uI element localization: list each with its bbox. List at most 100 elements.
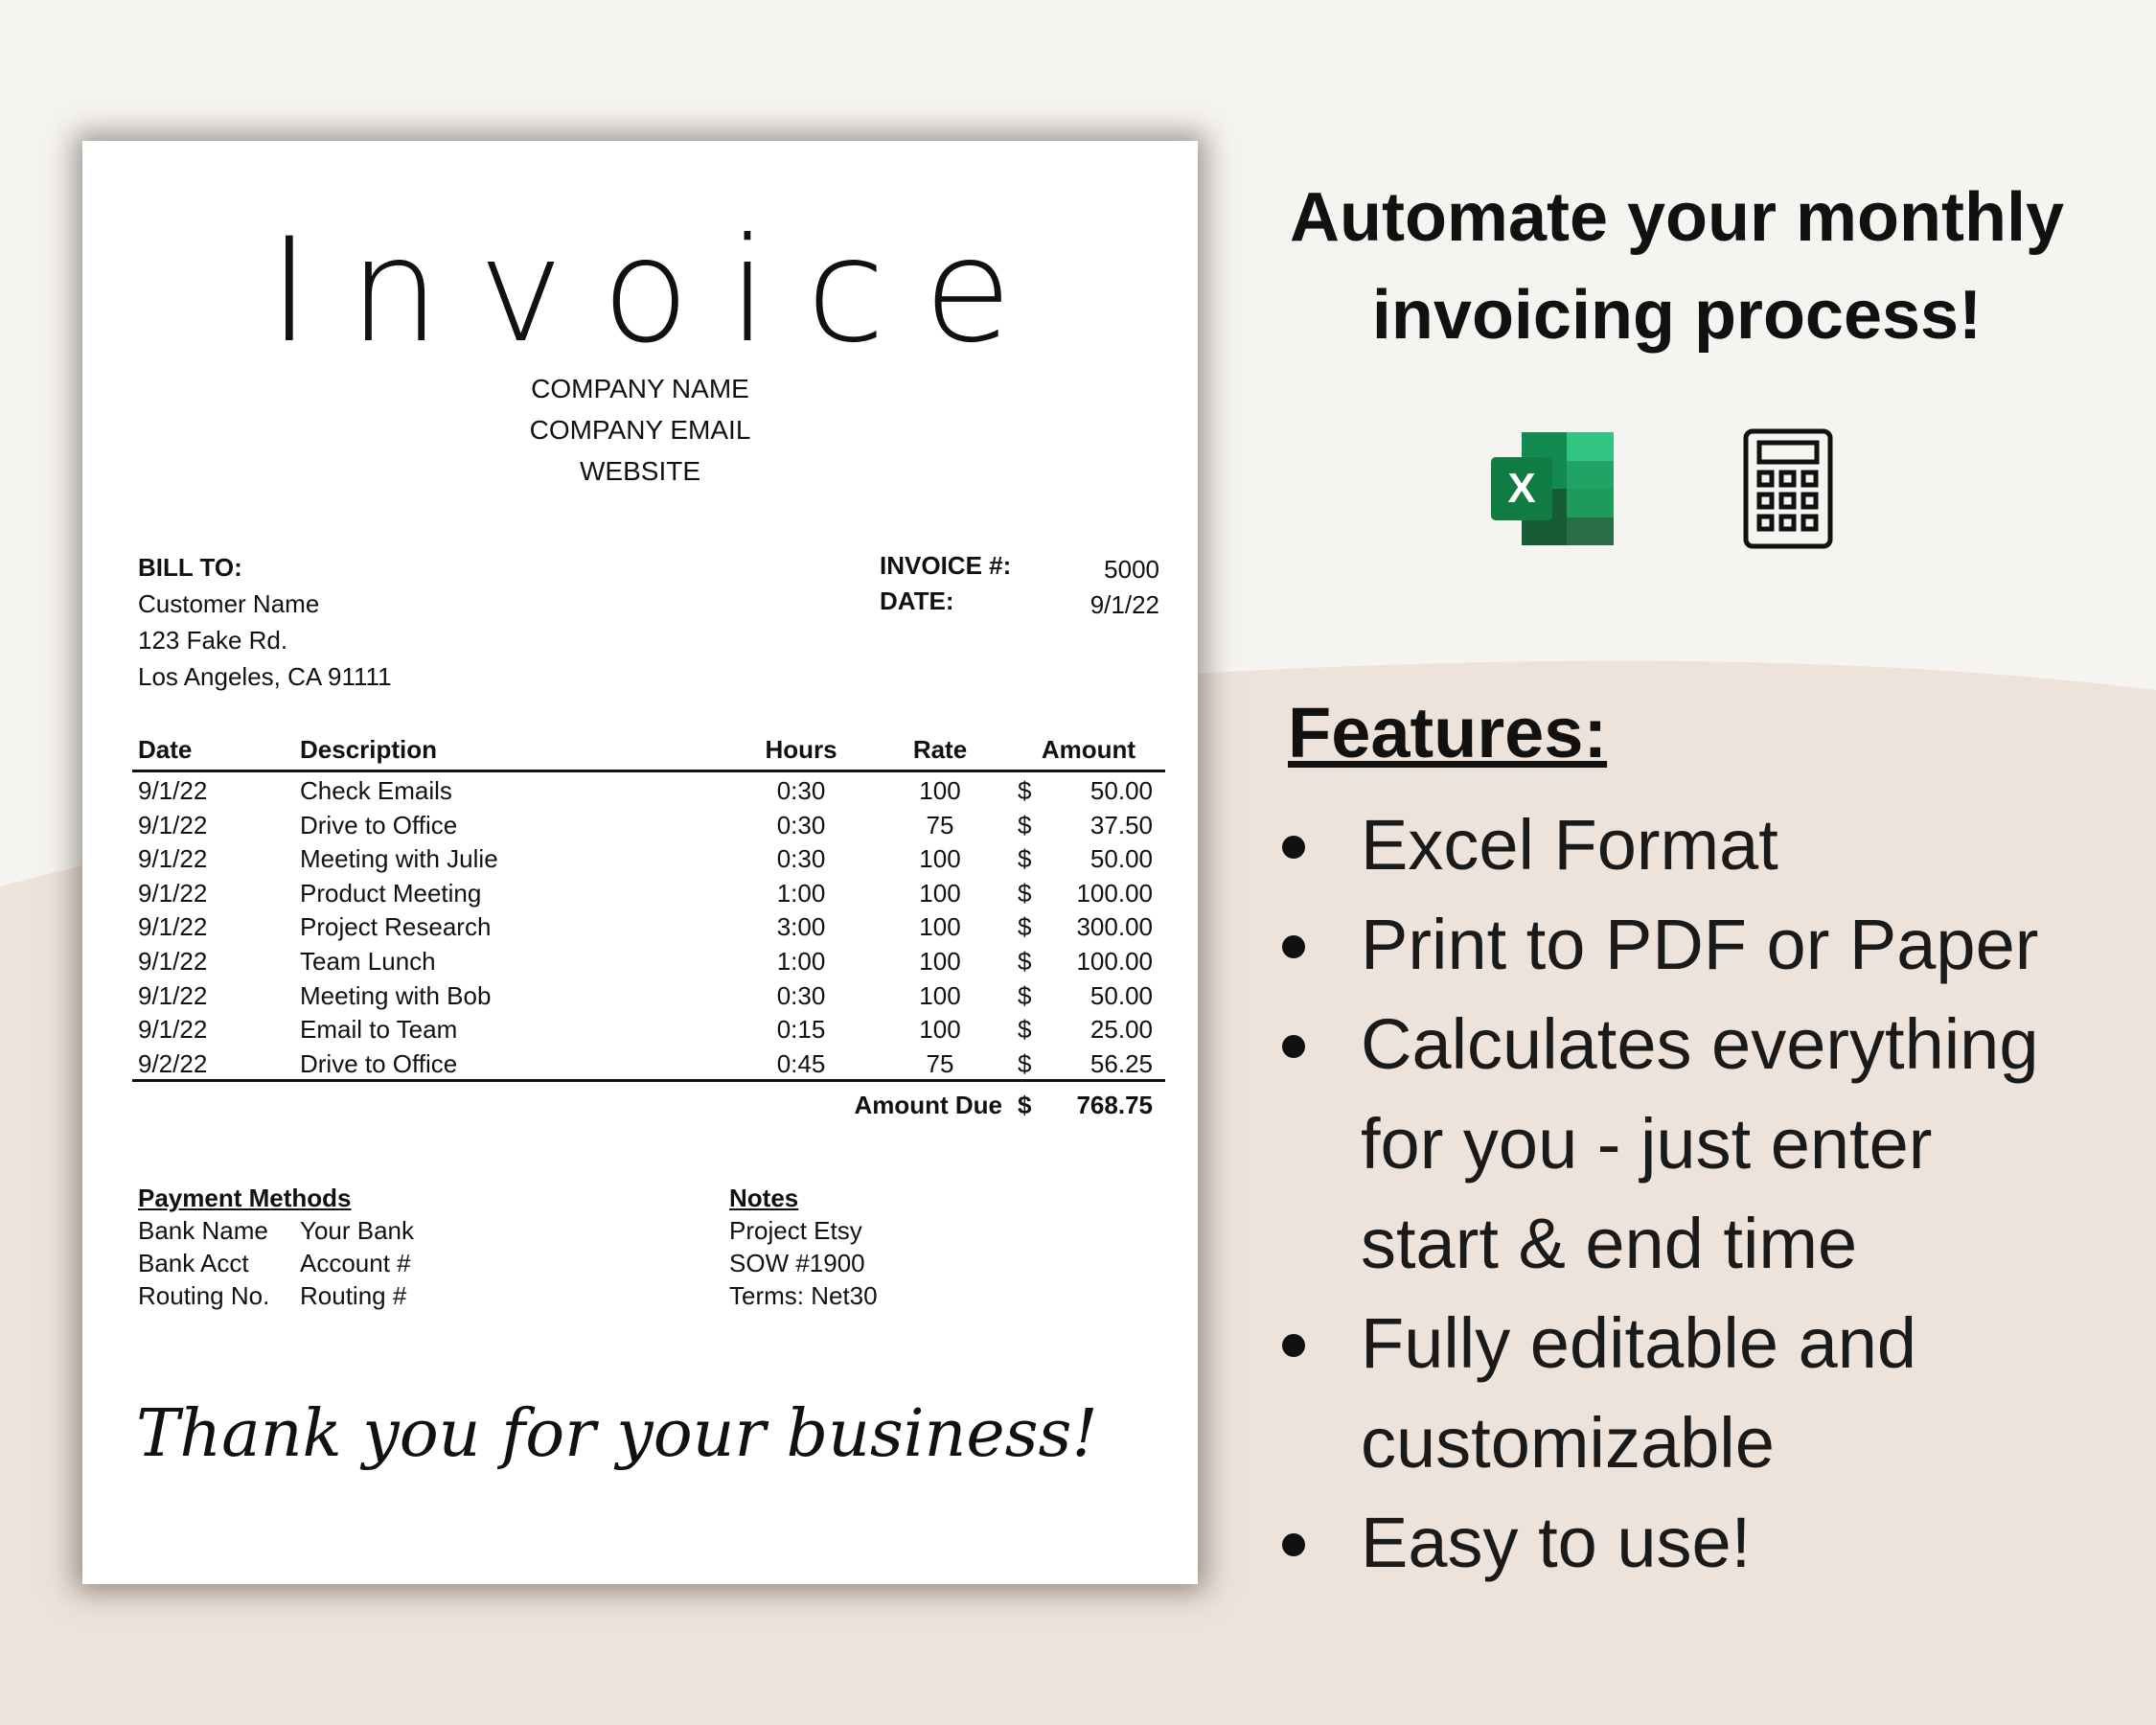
row-hours: 0:45 [776, 1048, 826, 1078]
row-rate: 100 [919, 776, 961, 805]
row-rate: 100 [919, 912, 961, 942]
row-currency: $ [1018, 844, 1032, 874]
col-amount: Amount [1041, 735, 1136, 764]
row-date: 9/1/22 [138, 776, 208, 805]
row-hours: 3:00 [776, 912, 826, 942]
headline-line: invoicing process! [1371, 277, 1983, 354]
row-hours: 0:30 [776, 776, 826, 805]
feature-item: Calculates everything for you - just ente… [1274, 995, 2038, 1294]
feature-item: Excel Format [1274, 795, 2038, 895]
row-description: Drive to Office [300, 810, 458, 840]
amount-due: 768.75 [1076, 1091, 1153, 1119]
row-description: Email to Team [300, 1015, 458, 1045]
row-amount: 100.00 [1076, 947, 1153, 976]
invoice-number: 5000 [1104, 555, 1159, 584]
row-amount: 50.00 [1089, 980, 1153, 1010]
amount-due-label: Amount Due [854, 1091, 1002, 1119]
bullet-icon [1282, 1035, 1305, 1058]
company-email: COMPANY EMAIL [529, 415, 751, 445]
feature-text: start & end time [1361, 1204, 1858, 1283]
feature-text: customizable [1361, 1403, 1775, 1483]
headline: Automate your monthly invoicing process! [1236, 169, 2118, 364]
total-rule [132, 1079, 1165, 1082]
invoice-page: Invoice COMPANY NAME COMPANY EMAIL WEBSI… [82, 141, 1198, 1584]
features-list: Excel Format Print to PDF or Paper Calcula… [1274, 795, 2038, 1593]
payment-methods-title: Payment Methods [138, 1184, 352, 1212]
company-website: WEBSITE [579, 456, 700, 486]
company-name: COMPANY NAME [531, 374, 749, 403]
notes-title: Notes [729, 1184, 799, 1212]
calculator-icon [1743, 428, 1833, 549]
customer-name: Customer Name [138, 589, 320, 618]
row-description: Drive to Office [300, 1048, 458, 1078]
row-rate: 100 [919, 1015, 961, 1045]
row-rate: 75 [926, 810, 954, 840]
feature-item: Fully editable and customizable [1274, 1294, 2038, 1493]
row-hours: 1:00 [776, 947, 826, 976]
bullet-icon [1282, 935, 1305, 958]
invoice-number-label: INVOICE #: [880, 551, 1012, 580]
row-rate: 100 [919, 878, 961, 908]
bullet-icon [1282, 1334, 1305, 1357]
row-currency: $ [1018, 878, 1032, 908]
row-description: Team Lunch [300, 947, 436, 976]
row-description: Product Meeting [300, 878, 482, 908]
thank-you-message: Thank you for your business! [136, 1396, 1098, 1472]
row-amount: 56.25 [1089, 1048, 1153, 1078]
feature-text: for you - just enter [1361, 1104, 1933, 1184]
row-amount: 25.00 [1089, 1015, 1153, 1045]
invoice-title: Invoice [267, 208, 1051, 375]
row-hours: 1:00 [776, 878, 826, 908]
row-currency: $ [1018, 1015, 1032, 1045]
features-title: Features: [1288, 693, 1608, 772]
payment-value: Your Bank [300, 1216, 415, 1245]
row-hours: 0:15 [776, 1015, 826, 1045]
row-date: 9/1/22 [138, 844, 208, 874]
header-rule [132, 770, 1165, 772]
row-date: 9/1/22 [138, 980, 208, 1010]
row-currency: $ [1018, 912, 1032, 942]
row-date: 9/1/22 [138, 947, 208, 976]
row-date: 9/1/22 [138, 912, 208, 942]
bullet-icon [1282, 836, 1305, 859]
row-currency: $ [1018, 776, 1032, 805]
row-description: Check Emails [300, 776, 452, 805]
col-rate: Rate [912, 735, 968, 764]
note-line: Terms: Net30 [729, 1281, 878, 1310]
feature-text: Calculates everything [1361, 1004, 2039, 1084]
customer-address: 123 Fake Rd. [138, 626, 288, 655]
row-currency: $ [1018, 1048, 1032, 1078]
row-amount: 50.00 [1089, 844, 1153, 874]
row-date: 9/2/22 [138, 1048, 208, 1078]
bullet-icon [1282, 1533, 1305, 1556]
row-amount: 50.00 [1089, 776, 1153, 805]
invoice-date: 9/1/22 [1089, 590, 1159, 619]
row-amount: 100.00 [1076, 878, 1153, 908]
row-rate: 100 [919, 980, 961, 1010]
row-description: Project Research [300, 912, 492, 942]
col-date: Date [138, 735, 193, 764]
row-date: 9/1/22 [138, 810, 208, 840]
feature-item: Easy to use! [1274, 1493, 2038, 1593]
payment-label: Routing No. [138, 1281, 270, 1310]
row-amount: 37.50 [1089, 810, 1153, 840]
amount-due-currency: $ [1018, 1091, 1032, 1119]
feature-text: Print to PDF or Paper [1361, 905, 2039, 984]
row-currency: $ [1018, 947, 1032, 976]
note-line: SOW #1900 [729, 1249, 865, 1277]
svg-text:X: X [1507, 465, 1535, 512]
col-hours: Hours [765, 735, 837, 764]
row-description: Meeting with Bob [300, 980, 492, 1010]
row-hours: 0:30 [776, 980, 826, 1010]
row-hours: 0:30 [776, 810, 826, 840]
note-line: Project Etsy [729, 1216, 862, 1245]
row-hours: 0:30 [776, 844, 826, 874]
row-rate: 100 [919, 947, 961, 976]
row-description: Meeting with Julie [300, 844, 498, 874]
excel-icon: X [1491, 432, 1614, 545]
payment-value: Account # [300, 1249, 411, 1277]
feature-text: Excel Format [1361, 805, 1778, 885]
row-rate: 75 [926, 1048, 954, 1078]
row-date: 9/1/22 [138, 1015, 208, 1045]
date-label: DATE: [880, 586, 954, 615]
